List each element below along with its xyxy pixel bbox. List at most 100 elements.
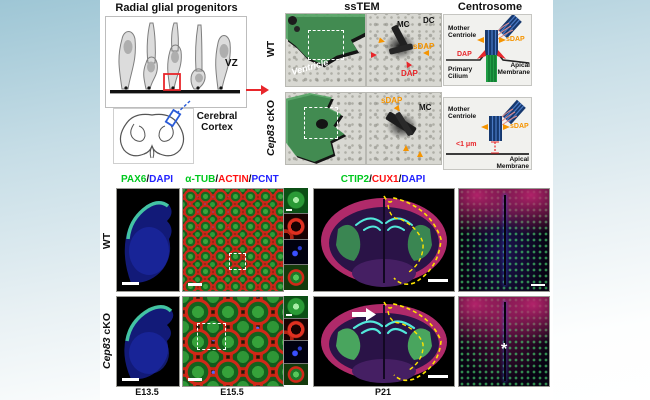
sdap-appendage bbox=[503, 124, 510, 130]
scale-bar bbox=[428, 375, 448, 378]
mc-label: MC bbox=[397, 20, 410, 29]
dc-label: DC bbox=[423, 16, 435, 25]
rgp-title: Radial glial progenitors bbox=[115, 2, 238, 14]
sdap-label: sDAP bbox=[381, 96, 403, 105]
sstem-title: ssTEM bbox=[344, 1, 380, 13]
row-label-wt: WT bbox=[101, 232, 114, 250]
row-label-cko: Cep83 cKO bbox=[101, 312, 114, 370]
roi-outline-dashed bbox=[387, 204, 424, 273]
sdap-appendage bbox=[481, 124, 488, 130]
mc-label: MC bbox=[419, 103, 432, 112]
timepoint-p21: P21 bbox=[374, 387, 391, 397]
apical-membrane-label: Apical Membrane bbox=[496, 156, 529, 170]
centrosome-diagram-wt: Mother Centriole sDAP DAP Apical Membran… bbox=[443, 14, 532, 86]
apical-membrane-label: Apical Membrane bbox=[497, 62, 530, 77]
cortex-diagram-box bbox=[113, 108, 194, 164]
scale-bar bbox=[531, 283, 545, 286]
mother-centriole-label: Mother Centriole bbox=[448, 25, 477, 40]
inset-blue-channel bbox=[284, 341, 308, 363]
scale-bar bbox=[188, 378, 202, 381]
sdap-label: sDAP bbox=[413, 42, 435, 51]
inset-green-channel bbox=[284, 188, 308, 213]
sdap-label: sDAP bbox=[510, 123, 529, 130]
figure-white-panel: Radial glial progenitors bbox=[100, 0, 553, 400]
asterisk-marker: * bbox=[501, 341, 508, 358]
mother-centriole-label: Mother Centriole bbox=[448, 106, 477, 121]
dap-appendage bbox=[477, 50, 486, 59]
roi-dashed-box bbox=[304, 107, 338, 139]
roi-dashed-box bbox=[308, 30, 344, 60]
centrosome-diagram-cko: Mother Centriole sDAP <1 μm Apical Membr… bbox=[443, 97, 532, 170]
channel-insets-cko bbox=[284, 296, 308, 385]
header-atub-actin-pcnt: α-TUB/ACTIN/PCNT bbox=[185, 174, 279, 185]
micrograph-ctip2-wt bbox=[313, 188, 455, 292]
centrosome-wt-drawing bbox=[446, 15, 530, 82]
dap-label: DAP bbox=[457, 51, 472, 58]
vz-label: VZ bbox=[225, 58, 238, 69]
red-box-marker bbox=[163, 73, 181, 91]
inset-red-channel bbox=[284, 213, 308, 239]
inset-merge-channel bbox=[284, 265, 308, 290]
hippocampus-curves bbox=[352, 320, 416, 335]
micrograph-ctip2-cko bbox=[313, 296, 455, 387]
radial-glia-cells-drawing bbox=[110, 22, 240, 94]
micrograph-pax6-wt bbox=[116, 188, 180, 292]
pericentriolar-fibers bbox=[501, 108, 518, 126]
em-image-cko-ventricle bbox=[285, 92, 366, 165]
header-pax6-dapi: PAX6/DAPI bbox=[120, 174, 174, 185]
red-arrow-icon bbox=[246, 85, 269, 95]
inset-red-channel bbox=[284, 318, 308, 340]
sstem-row-label-cko: Cep83 cKO bbox=[265, 99, 277, 156]
orange-arrowhead-icon bbox=[403, 145, 409, 151]
timepoint-e155: E15.5 bbox=[220, 387, 244, 397]
sdap-appendage bbox=[477, 37, 484, 43]
roi-dashed-box bbox=[229, 253, 246, 270]
channel-insets-wt bbox=[284, 188, 308, 290]
roi-outline-dashed bbox=[383, 195, 442, 285]
cerebral-cortex-drawing bbox=[119, 113, 185, 159]
cortex-region-marker bbox=[164, 100, 191, 128]
micrograph-cortex-zoom-wt bbox=[458, 188, 550, 292]
red-arrowhead-icon bbox=[371, 52, 377, 58]
sdap-label: sDAP bbox=[506, 36, 525, 43]
micrograph-pax6-cko bbox=[116, 296, 180, 387]
scale-bar bbox=[286, 314, 292, 316]
organelle-blob bbox=[294, 26, 300, 32]
centrosome-cko-drawing bbox=[446, 99, 529, 155]
inset-green-channel bbox=[284, 296, 308, 318]
sstem-row-label-wt: WT bbox=[265, 40, 278, 58]
centrosome-title: Centrosome bbox=[457, 1, 523, 13]
cortical-plate-band bbox=[126, 201, 170, 240]
micrograph-atub-cko bbox=[182, 296, 284, 387]
inset-blue-channel bbox=[284, 239, 308, 265]
distance-label: <1 μm bbox=[456, 141, 477, 148]
micrograph-atub-wt bbox=[182, 188, 284, 292]
em-image-cko-centriole: sDAP MC bbox=[366, 92, 442, 165]
scale-bar bbox=[122, 282, 139, 285]
scale-bar bbox=[122, 378, 139, 381]
rgp-diagram-box: VZ bbox=[105, 16, 247, 108]
dap-label: DAP bbox=[401, 69, 418, 78]
roi-outline-dashed bbox=[383, 301, 442, 382]
dap-appendage bbox=[497, 50, 506, 59]
micrograph-cortex-zoom-cko: * bbox=[458, 296, 550, 387]
em-image-wt-centriole: MC DC sDAP DAP bbox=[366, 13, 442, 87]
orange-arrowhead-icon bbox=[417, 151, 423, 157]
em-image-wt-ventricle: Ventricle bbox=[285, 13, 366, 87]
white-arrow-icon bbox=[352, 308, 376, 321]
hippocampus-curves bbox=[355, 217, 413, 231]
centriole-dark-blob bbox=[316, 119, 328, 129]
timepoint-e135: E13.5 bbox=[135, 387, 159, 397]
apical-surface-line bbox=[110, 90, 240, 94]
blue-box-marker bbox=[164, 108, 182, 128]
orange-arrow-icon bbox=[423, 50, 429, 56]
cortical-plate-band bbox=[125, 305, 173, 342]
cerebral-cortex-label: Cerebral Cortex bbox=[196, 111, 238, 133]
scale-bar bbox=[286, 209, 292, 211]
organelle-blob bbox=[288, 16, 297, 25]
roi-dashed-box bbox=[197, 323, 226, 350]
primary-cilium-label: Primary Cilium bbox=[448, 66, 473, 81]
midline-fissure bbox=[504, 195, 506, 285]
scale-bar bbox=[428, 279, 448, 282]
